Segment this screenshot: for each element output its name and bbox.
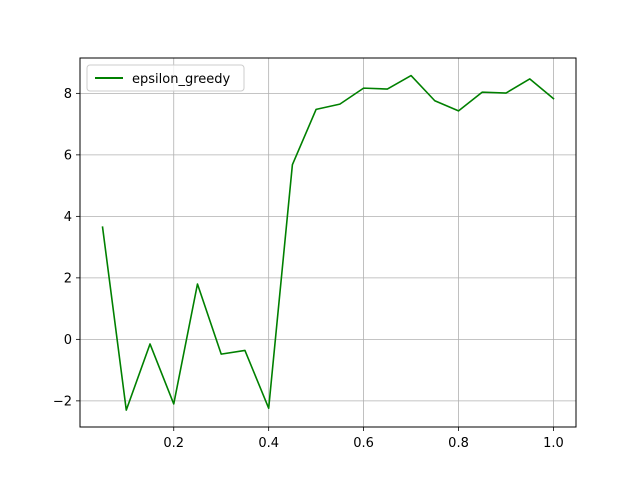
data-point [244,350,246,352]
x-tick-label: 0.8 [448,436,469,451]
legend-label-epsilon-greedy: epsilon_greedy [132,72,230,87]
series-layer [101,74,555,411]
data-point [220,353,222,355]
legend: epsilon_greedy [86,64,245,92]
data-point [410,75,412,77]
data-point [505,92,507,94]
data-point [268,407,270,409]
y-tick-label: 4 [64,210,72,225]
data-point [315,109,317,111]
y-tick-label: 2 [64,271,72,286]
x-tick-label: 0.2 [163,436,184,451]
x-tick-label: 1.0 [543,436,564,451]
y-tick-label: 8 [64,87,72,102]
data-point [553,98,555,100]
y-tick-label: −2 [53,394,72,409]
data-point [481,91,483,93]
plot-frame [79,57,577,428]
data-point [529,78,531,80]
data-point [339,103,341,105]
data-point [125,409,127,411]
legend-box [86,64,245,92]
data-point [173,403,175,405]
series-line-epsilon-greedy [101,74,555,411]
x-tick-label: 0.6 [353,436,374,451]
data-point [149,343,151,345]
data-point [434,100,436,102]
x-tick-label: 0.4 [258,436,279,451]
y-tick-label: 6 [64,148,72,163]
y-tick-label: 0 [64,333,72,348]
data-point [363,87,365,89]
grid-lines [80,58,576,427]
data-point [458,110,460,112]
data-point [292,164,294,166]
y-axis: −2 0 2 4 6 8 [53,87,80,409]
data-point [197,283,199,285]
x-axis: 0.2 0.4 0.6 0.8 1.0 [163,427,564,451]
data-point [102,226,104,228]
data-point [387,88,389,90]
